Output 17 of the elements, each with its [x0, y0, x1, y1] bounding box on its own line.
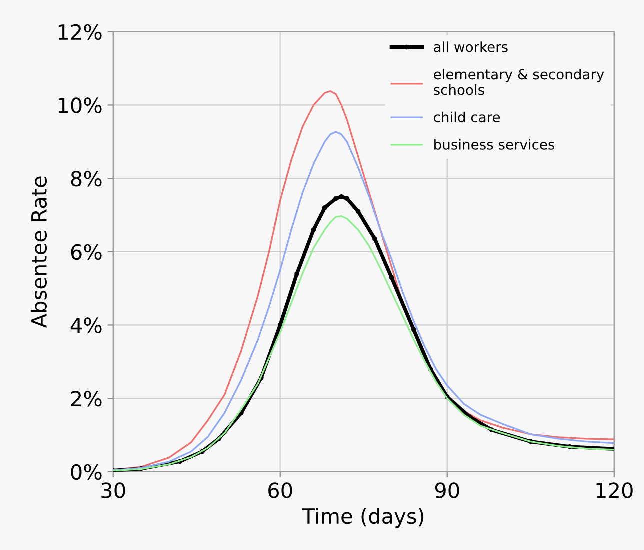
- legend-label: all workers: [434, 42, 508, 52]
- y-tick-label: 6%: [71, 244, 102, 260]
- y-tick-label: 8%: [71, 171, 102, 187]
- y-axis-title: Absentee Rate: [30, 176, 48, 328]
- y-tick-label: 0%: [71, 464, 102, 480]
- y-tick-label: 2%: [71, 391, 102, 407]
- y-tick-label: 12%: [58, 24, 102, 40]
- x-tick-label: 90: [435, 482, 460, 498]
- y-tick-label: 10%: [58, 98, 102, 114]
- x-tick-label: 120: [596, 482, 633, 498]
- legend-label: child care: [434, 112, 500, 123]
- x-tick-label: 30: [102, 482, 126, 498]
- legend-label: elementary & secondary schools: [434, 68, 604, 96]
- x-tick-label: 60: [268, 482, 292, 498]
- x-axis-title: Time (days): [302, 508, 424, 528]
- legend-label: business services: [434, 139, 555, 150]
- y-tick-label: 4%: [70, 318, 102, 334]
